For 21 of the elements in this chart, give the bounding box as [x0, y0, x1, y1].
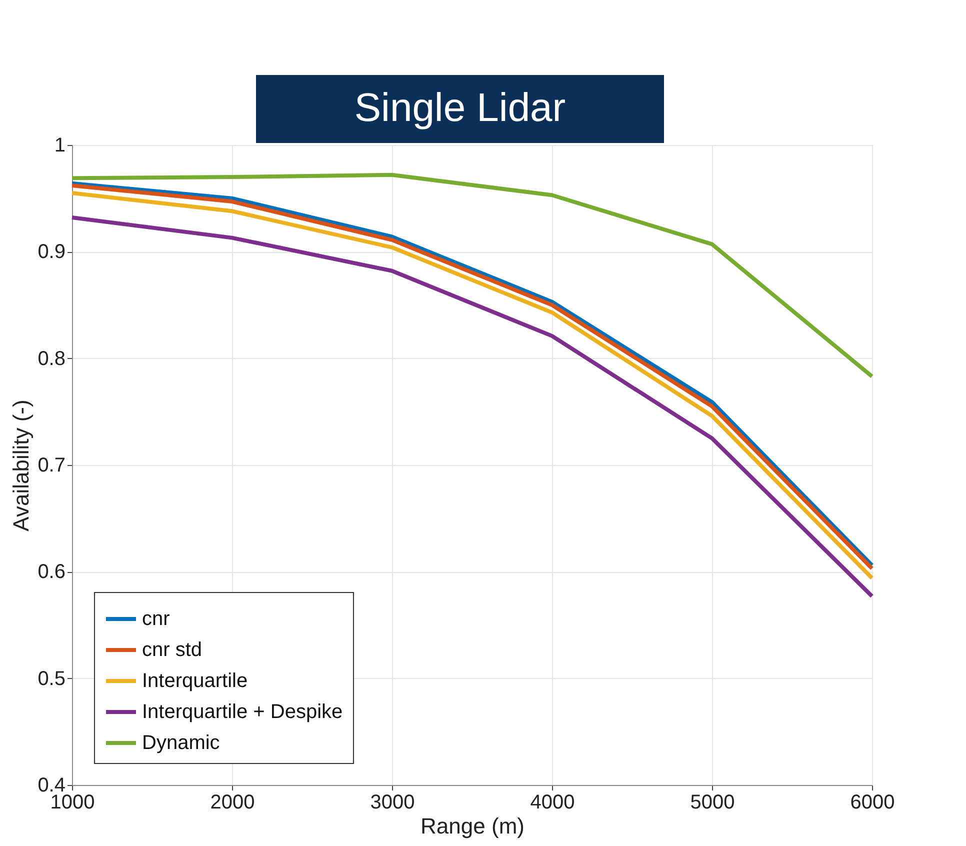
legend-label: Interquartile: [142, 670, 248, 692]
chart-title: Single Lidar: [354, 86, 566, 130]
x-tick-label: 1000: [50, 792, 95, 814]
legend-label: Interquartile + Despike: [142, 701, 343, 723]
x-axis-title: Range (m): [420, 814, 524, 838]
x-tick-label: 5000: [690, 792, 735, 814]
y-tick-label: 0.6: [38, 561, 66, 584]
x-tick-label: 2000: [210, 792, 255, 814]
legend-label: cnr: [142, 608, 170, 630]
y-tick-label: 1: [54, 134, 66, 156]
legend-label: cnr std: [142, 639, 202, 661]
y-tick-label: 0.8: [38, 348, 66, 370]
y-tick-label: 0.5: [38, 668, 66, 690]
x-tick-label: 6000: [850, 792, 895, 814]
legend-label: Dynamic: [142, 732, 220, 754]
y-tick-label: 0.9: [38, 241, 66, 264]
y-tick-label: 0.7: [38, 454, 66, 476]
x-tick-label: 4000: [530, 792, 575, 814]
line-series: [70, 172, 874, 378]
x-tick-label: 3000: [370, 792, 415, 814]
y-axis-title: Availability (-): [8, 400, 34, 532]
